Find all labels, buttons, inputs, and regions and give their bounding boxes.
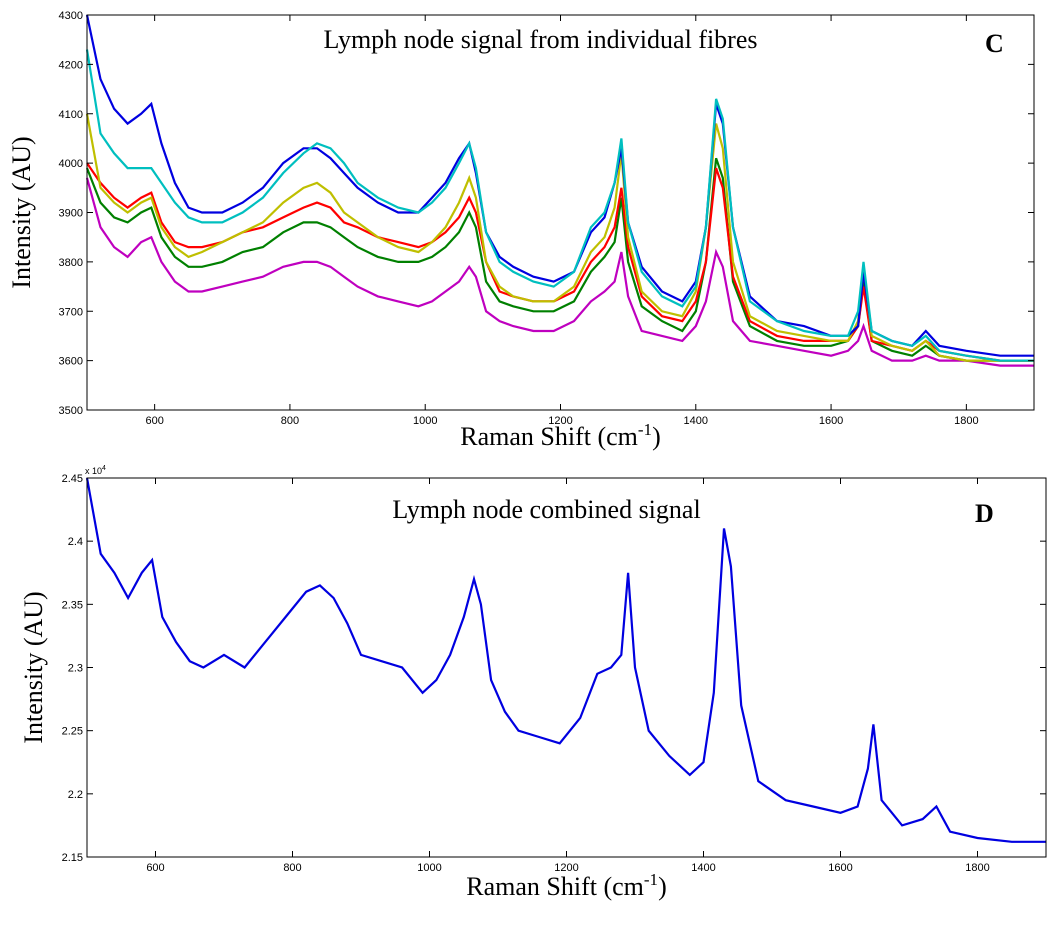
y-tick-label: 2.2 (68, 789, 83, 801)
x-tick-label: 800 (281, 415, 299, 427)
x-tick-label: 1600 (828, 862, 852, 874)
x-tick-label: 1200 (548, 415, 572, 427)
x-axis-label-text: Raman Shift (cm (466, 872, 644, 901)
axes-box (86, 477, 1047, 858)
y-tick-label: 4200 (59, 59, 83, 71)
y-multiplier-exp: 4 (102, 465, 106, 472)
x-tick-label: 800 (283, 862, 301, 874)
x-axis-label: Raman Shift (cm-1) (466, 870, 666, 901)
y-axis-label: Intensity (AU) (19, 591, 48, 743)
y-tick-label: 2.35 (62, 599, 83, 611)
y-tick-label: 3700 (59, 306, 83, 318)
x-axis-label-end: ) (652, 422, 661, 451)
y-tick-label: 3500 (59, 405, 83, 417)
x-tick-label: 600 (146, 862, 164, 874)
y-tick-label: 2.4 (68, 536, 83, 548)
data-line (85, 14, 1034, 357)
x-tick-label: 1000 (413, 415, 437, 427)
data-line (86, 162, 1034, 362)
x-axis-label-sup: -1 (644, 870, 658, 889)
y-multiplier-base: x 10 (85, 466, 102, 476)
data-line (85, 157, 1034, 362)
data-line (85, 177, 1034, 367)
y-tick-label: 4000 (59, 158, 83, 170)
y-tick-label: 2.45 (62, 473, 83, 485)
x-axis-label-end: ) (658, 872, 667, 901)
x-tick-label: 1000 (417, 862, 441, 874)
y-tick-label: 4300 (59, 10, 83, 22)
y-tick-label: 3800 (59, 257, 83, 269)
x-tick-label: 1200 (554, 862, 578, 874)
data-line (85, 49, 1034, 362)
chart-title: Lymph node combined signal (392, 495, 700, 524)
y-multiplier: x 104 (85, 465, 106, 476)
y-tick-label: 2.15 (62, 852, 83, 864)
y-tick-label: 3600 (59, 356, 83, 368)
x-axis-label-text: Raman Shift (cm (460, 422, 638, 451)
y-axis-label: Intensity (AU) (7, 136, 36, 288)
x-tick-label: 600 (145, 415, 163, 427)
data-line (85, 113, 1034, 362)
x-tick-label: 1600 (819, 415, 843, 427)
chart-title: Lymph node signal from individual fibres (324, 25, 758, 54)
x-tick-label: 1400 (691, 862, 715, 874)
y-tick-label: 2.25 (62, 726, 83, 738)
panel-letter: D (975, 499, 994, 528)
y-tick-label: 4100 (59, 109, 83, 121)
x-tick-label: 1800 (965, 862, 989, 874)
x-axis-label-sup: -1 (638, 420, 652, 439)
x-tick-label: 1800 (954, 415, 978, 427)
y-tick-label: 2.3 (68, 663, 83, 675)
x-tick-label: 1400 (684, 415, 708, 427)
panel-letter: C (985, 29, 1004, 58)
x-axis-label: Raman Shift (cm-1) (460, 420, 660, 451)
y-tick-label: 3900 (59, 208, 83, 220)
data-line (85, 477, 1046, 843)
